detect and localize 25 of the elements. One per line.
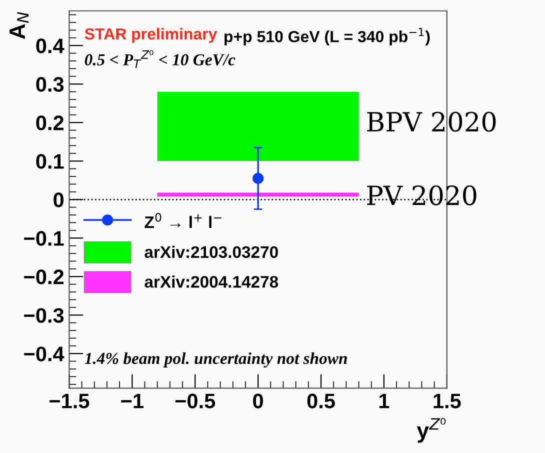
legend-label: arXiv:2103.03270 (144, 246, 278, 258)
y-tick-label: 0.2 (36, 116, 64, 130)
text: STAR preliminary (84, 28, 218, 43)
y-tick-label: −0.4 (24, 346, 64, 362)
y-tick-label: 0 (54, 192, 64, 208)
x-tick-label: −0.5 (175, 394, 216, 408)
y-tick-label: −0.3 (24, 308, 64, 323)
y-tick-label: 0.4 (36, 38, 64, 54)
y-tick-label: −0.1 (24, 231, 64, 246)
x-tick-label: 1.5 (434, 394, 461, 408)
x-axis-title: y$^{Z⁰}$ (416, 418, 446, 443)
x-tick-label: 1 (379, 394, 390, 408)
text: p+p 510 GeV (L = 340 pb$^{−1}$) (224, 28, 430, 46)
legend-label: arXiv:2004.14278 (144, 276, 278, 288)
y-tick-label: −0.2 (24, 270, 64, 284)
y-axis-title: A$_{N}$ (10, 12, 29, 39)
y-tick-label: 0.1 (36, 154, 64, 169)
x-tick-label: −1 (121, 394, 144, 408)
x-tick-label: 0.5 (307, 394, 335, 408)
annotation: 0.5 < P$_{T}$$^{Z⁰}$ < 10 GeV/c (84, 50, 236, 68)
y-tick-label: 0.3 (36, 77, 64, 92)
annotation: 1.4% beam pol. uncertainty not shown (84, 352, 347, 368)
x-tick-label: −1.5 (50, 394, 90, 408)
legend-label: Z$^{0}$ → l$^{+}$ l$^{−}$ (144, 212, 222, 228)
x-tick-label: 0 (253, 394, 263, 408)
